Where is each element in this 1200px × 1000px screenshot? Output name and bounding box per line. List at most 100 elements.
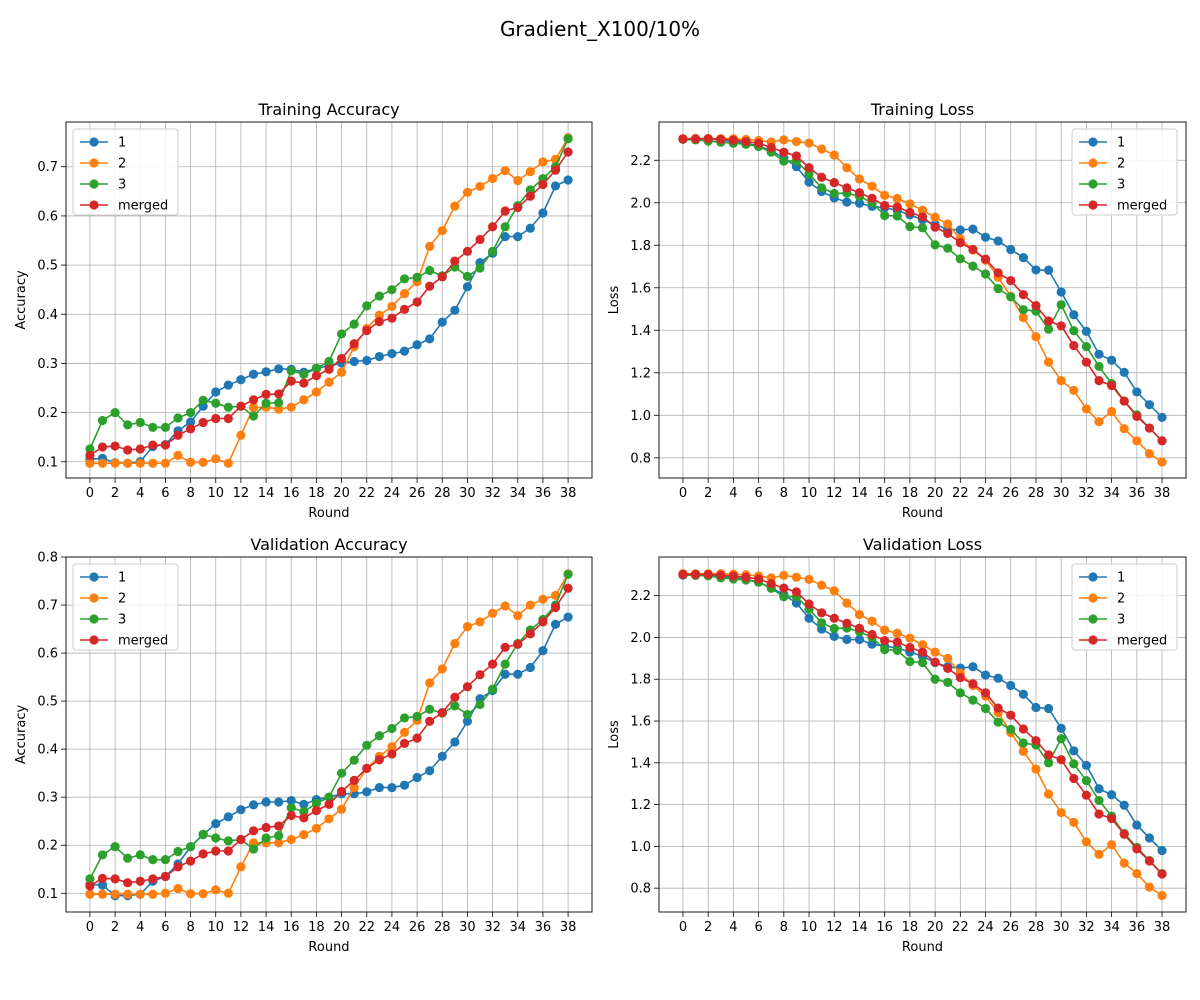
legend-marker (89, 158, 99, 168)
data-point (955, 254, 965, 264)
data-point (754, 574, 764, 584)
x-tick-label: 8 (186, 486, 194, 501)
data-point (286, 803, 296, 813)
legend: 1 2 3 merged (1071, 563, 1178, 651)
y-tick-label: 1.8 (630, 673, 651, 688)
data-point (1006, 244, 1016, 255)
series-merged (85, 583, 573, 891)
data-point (173, 430, 183, 440)
data-point (412, 772, 422, 783)
x-axis-label: Round (308, 940, 349, 955)
y-tick-label: 0.8 (630, 882, 651, 897)
legend-item: merged (1079, 634, 1167, 649)
x-tick-label: 2 (111, 486, 119, 501)
series-2 (85, 133, 573, 468)
data-point (1018, 689, 1028, 699)
data-point (1043, 324, 1054, 334)
data-point (817, 144, 827, 154)
data-point (349, 339, 359, 349)
y-tick-label: 0.6 (37, 647, 58, 662)
x-tick-label: 0 (679, 486, 687, 501)
x-tick-label: 16 (283, 920, 300, 935)
x-tick-label: 22 (358, 920, 375, 935)
y-tick-label: 0.3 (37, 357, 58, 372)
data-point (1056, 321, 1066, 331)
legend-item: 1 (1079, 571, 1125, 586)
data-point (880, 190, 890, 200)
data-point (804, 138, 814, 148)
y-axis-label: Loss (607, 720, 622, 749)
data-point (211, 413, 221, 424)
data-point (123, 420, 133, 430)
axes-frame (658, 556, 1187, 913)
data-point (336, 353, 347, 364)
data-point (324, 792, 334, 802)
data-point (829, 188, 839, 199)
data-point (437, 272, 447, 282)
x-tick-label: 8 (780, 486, 788, 501)
data-point (135, 889, 145, 899)
x-tick-label: 10 (207, 486, 224, 501)
data-point (500, 659, 510, 669)
data-point (311, 806, 322, 816)
data-point (690, 569, 701, 579)
data-point (1119, 396, 1129, 406)
data-point (716, 134, 726, 145)
subplot-2: 0 2 4 6 8 10 12 14 16 18 20 22 24 26 28 30 32 34 36 380.81.… (607, 100, 1187, 521)
data-point (993, 717, 1003, 727)
data-point (324, 377, 334, 387)
legend: 1 2 3 merged (72, 128, 179, 216)
x-tick-label: 36 (1129, 920, 1146, 935)
data-point (563, 612, 573, 622)
x-tick-label: 18 (902, 486, 919, 501)
data-point (223, 836, 233, 846)
data-point (980, 269, 991, 279)
data-point (349, 356, 359, 367)
data-point (804, 574, 814, 584)
y-tick-label: 1.4 (630, 756, 651, 771)
legend-label: 1 (118, 136, 126, 151)
data-point (754, 138, 764, 148)
data-point (362, 763, 372, 773)
data-point (462, 271, 473, 281)
data-point (817, 608, 827, 618)
y-tick-label: 1.8 (630, 239, 651, 254)
data-point (425, 241, 435, 252)
data-point (525, 167, 535, 177)
data-point (299, 395, 309, 405)
data-point (85, 444, 95, 454)
data-point (487, 659, 498, 669)
data-point (791, 587, 802, 597)
y-tick-label: 0.5 (37, 259, 58, 274)
data-point (437, 317, 447, 327)
data-point (349, 782, 359, 793)
data-point (211, 885, 221, 895)
legend-label: 1 (1117, 571, 1125, 586)
data-point (880, 635, 890, 646)
y-tick-label: 0.7 (37, 160, 58, 175)
data-point (374, 310, 384, 320)
data-point (97, 880, 108, 890)
data-point (274, 838, 284, 848)
legend-marker (1088, 137, 1098, 147)
data-point (779, 570, 789, 580)
y-tick-label: 2.0 (630, 631, 651, 646)
data-point (968, 679, 978, 689)
data-point (160, 458, 171, 468)
data-point (829, 586, 839, 596)
data-point (741, 572, 751, 582)
x-tick-label: 38 (560, 486, 577, 501)
legend-item: 3 (80, 178, 126, 193)
data-point (513, 231, 523, 242)
legend-label: 3 (118, 178, 126, 193)
data-point (336, 786, 347, 797)
x-tick-label: 38 (1154, 920, 1171, 935)
data-point (1132, 868, 1142, 879)
data-point (462, 682, 473, 692)
data-point (1056, 807, 1066, 818)
x-tick-label: 20 (927, 920, 944, 935)
data-point (223, 413, 233, 424)
data-point (349, 775, 359, 785)
data-point (462, 282, 473, 292)
